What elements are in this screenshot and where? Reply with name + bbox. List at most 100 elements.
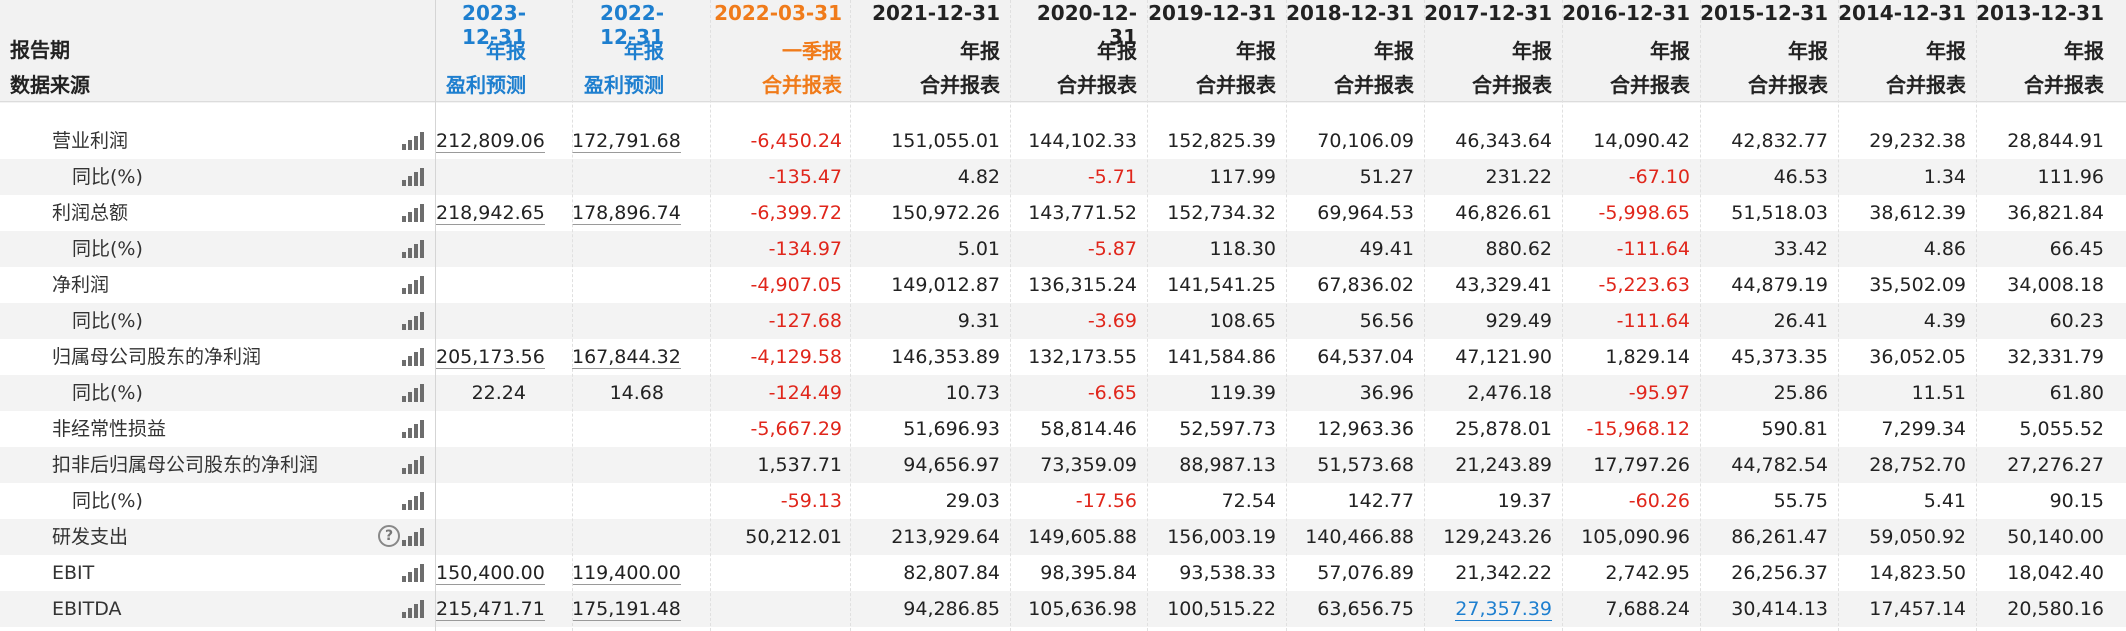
table-cell: 5,055.52 [1976,411,2114,447]
table-row[interactable]: 同比(%) 22.24 14.68 -124.49 10.73 -6.65 119.39 36… [0,375,2126,411]
cell-value: 51.27 [1359,166,1414,188]
bar-chart-icon[interactable] [402,168,424,186]
table-cell: 34,008.18 [1976,267,2114,303]
col-date-4[interactable]: 2020-12-31 [1036,1,1137,49]
table-row[interactable]: 扣非后归属母公司股东的净利润 1,537.71 94,656.97 73,359.09… [0,447,2126,483]
bar-chart-icon[interactable] [402,240,424,258]
bar-chart-icon[interactable] [402,420,424,438]
table-cell: 111.96 [1976,159,2114,195]
cell-value: 29.03 [945,490,1000,512]
bar-chart-icon[interactable] [402,492,424,510]
bar-chart-icon[interactable] [402,348,424,366]
table-cell: 51,696.93 [850,411,1010,447]
col-date-6[interactable]: 2018-12-31 [1286,1,1414,25]
table-cell: 47,121.90 [1424,339,1562,375]
table-cell [436,519,536,555]
table-row[interactable]: 利润总额 218,942.65 178,896.74 -6,399.72 150,972… [0,195,2126,231]
col-date-7[interactable]: 2017-12-31 [1424,1,1552,25]
cell-value: 94,286.85 [903,598,1000,620]
table-cell: 590.81 [1700,411,1838,447]
data-source-label: 数据来源 [10,73,90,97]
col-date-1[interactable]: 2022-12-31 [600,1,664,49]
bar-chart-icon[interactable] [402,312,424,330]
table-cell [710,591,852,627]
col-type-2: 一季报 [782,39,842,63]
col-date-2[interactable]: 2022-03-31 [714,1,842,25]
table-row[interactable]: 同比(%) -135.47 4.82 -5.71 117.99 51.27 231.22 -6… [0,159,2126,195]
cell-value: 105,636.98 [1028,598,1137,620]
table-cell: -95.97 [1562,375,1700,411]
cell-value: 17,457.14 [1869,598,1966,620]
bar-chart-icon[interactable] [402,276,424,294]
table-cell [436,411,536,447]
table-row[interactable]: 非经常性损益 -5,667.29 51,696.93 58,814.46 52,597.… [0,411,2126,447]
cell-value: 49.41 [1359,238,1414,260]
table-cell [436,159,536,195]
table-row[interactable]: EBITDA 215,471.71 175,191.48 94,286.85 105,6… [0,591,2126,627]
table-cell: 2,476.18 [1424,375,1562,411]
cell-value: 215,471.71 [436,598,545,621]
cell-value: 32,331.79 [2007,346,2104,368]
cell-value: 142.77 [1347,490,1414,512]
col-date-10[interactable]: 2014-12-31 [1838,1,1966,25]
table-row[interactable]: 净利润 -4,907.05 149,012.87 136,315.24 141,541.… [0,267,2126,303]
col-date-11[interactable]: 2013-12-31 [1976,1,2104,25]
table-cell [436,231,536,267]
table-cell: 50,140.00 [1976,519,2114,555]
table-cell: 7,688.24 [1562,591,1700,627]
cell-value: 69,964.53 [1317,202,1414,224]
bar-chart-icon[interactable] [402,564,424,582]
bar-chart-icon[interactable] [402,456,424,474]
cell-value: 149,605.88 [1028,526,1137,548]
col-date-8[interactable]: 2016-12-31 [1562,1,1690,25]
table-row[interactable]: EBIT 150,400.00 119,400.00 82,807.84 98,395.… [0,555,2126,591]
table-row[interactable]: 归属母公司股东的净利润 205,173.56 167,844.32 -4,129.58… [0,339,2126,375]
table-cell: 17,457.14 [1838,591,1976,627]
table-row[interactable]: 同比(%) -134.97 5.01 -5.87 118.30 49.41 880.62 -1… [0,231,2126,267]
table-cell: 82,807.84 [850,555,1010,591]
cell-value: 172,791.68 [572,130,681,153]
cell-value: 42,832.77 [1731,130,1828,152]
table-row[interactable]: 研发支出? 50,212.01 213,929.64 149,605.88 156,00… [0,519,2126,555]
help-icon[interactable]: ? [378,525,400,547]
col-date-3[interactable]: 2021-12-31 [872,1,1000,25]
cell-value: 1,829.14 [1605,346,1690,368]
table-cell[interactable]: 27,357.39 [1424,591,1562,627]
bar-chart-icon[interactable] [402,600,424,618]
cell-value: 44,782.54 [1731,454,1828,476]
table-cell: 100,515.22 [1147,591,1286,627]
col-type-1: 年报 [624,39,664,63]
bar-chart-icon[interactable] [402,384,424,402]
table-cell: 66.45 [1976,231,2114,267]
cell-value: 152,825.39 [1167,130,1276,152]
table-row[interactable]: 同比(%) -127.68 9.31 -3.69 108.65 56.56 929.49 -1… [0,303,2126,339]
table-cell: 36,052.05 [1838,339,1976,375]
bar-chart-icon[interactable] [402,204,424,222]
bar-chart-icon[interactable] [402,132,424,150]
table-cell: 46.53 [1700,159,1838,195]
cell-value: 73,359.09 [1040,454,1137,476]
col-date-5[interactable]: 2019-12-31 [1148,1,1276,25]
table-cell: -124.49 [710,375,852,411]
table-cell: 140,466.88 [1286,519,1424,555]
col-source-2: 合并报表 [762,73,842,97]
table-cell: 35,502.09 [1838,267,1976,303]
table-row[interactable]: 同比(%) -59.13 29.03 -17.56 72.54 142.77 19.37 -6… [0,483,2126,519]
table-cell: 21,243.89 [1424,447,1562,483]
table-cell: 231.22 [1424,159,1562,195]
table-cell: -134.97 [710,231,852,267]
table-cell: -4,129.58 [710,339,852,375]
col-date-9[interactable]: 2015-12-31 [1700,1,1828,25]
table-cell: 14.68 [572,375,674,411]
table-cell: 1.34 [1838,159,1976,195]
table-cell: 70,106.09 [1286,123,1424,159]
cell-value: 151,055.01 [891,130,1000,152]
col-type-7: 年报 [1512,39,1552,63]
cell-value: 21,243.89 [1455,454,1552,476]
table-row[interactable]: 营业利润 212,809.06 172,791.68 -6,450.24 151,055… [0,123,2126,159]
cell-value: 9.31 [957,310,1000,332]
cell-value: 21,342.22 [1455,562,1552,584]
col-source-0: 盈利预测 [446,73,526,97]
col-date-0[interactable]: 2023-12-31 [462,1,526,49]
bar-chart-icon[interactable] [402,528,424,546]
